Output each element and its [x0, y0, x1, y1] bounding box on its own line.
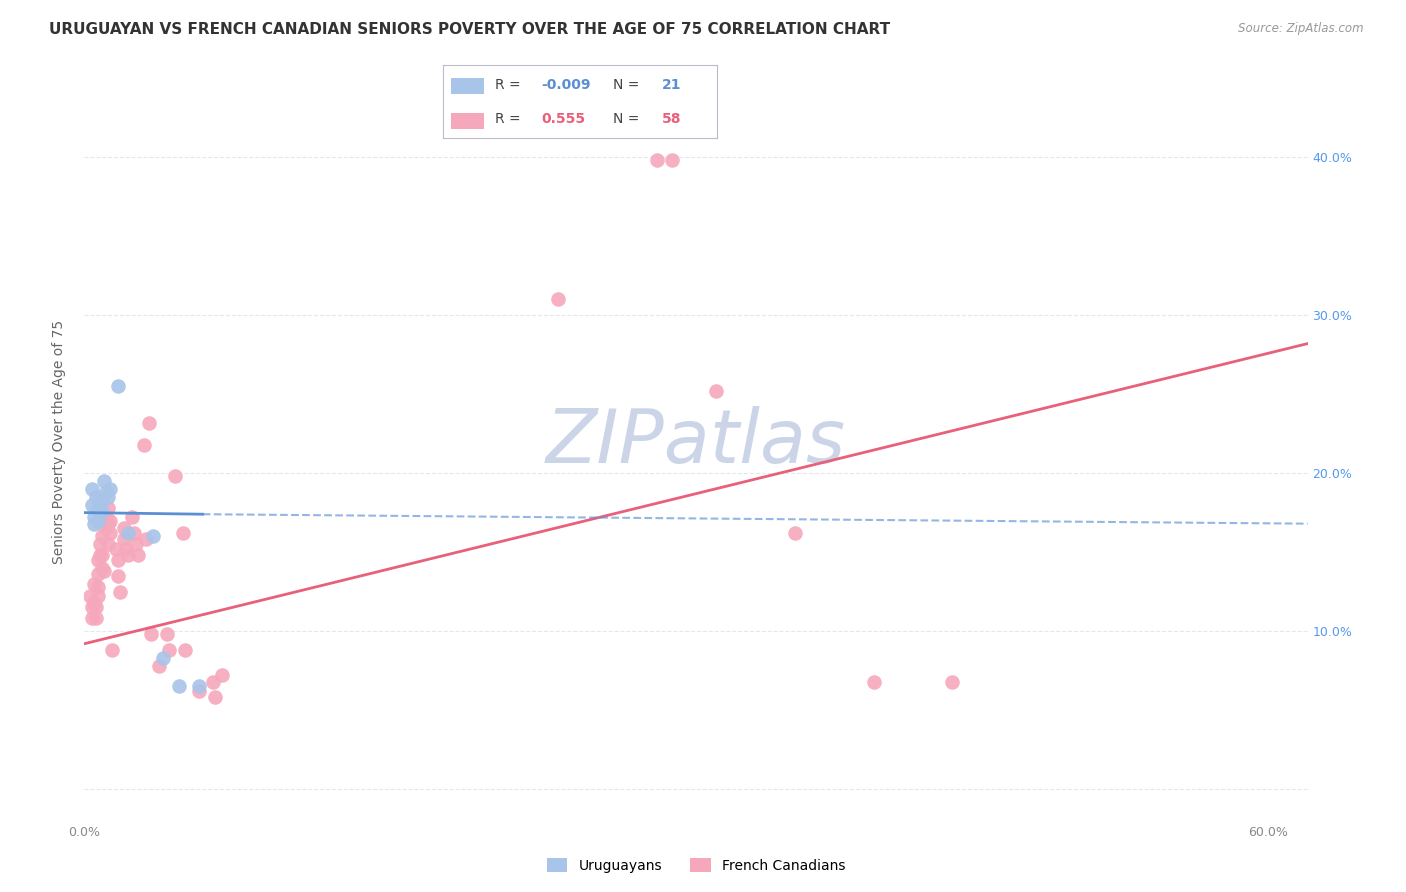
Point	[941, 674, 963, 689]
Text: 58: 58	[662, 112, 682, 126]
Point	[112, 533, 135, 547]
Point	[84, 600, 107, 615]
Point	[98, 514, 121, 528]
Point	[117, 526, 139, 541]
Point	[94, 485, 117, 500]
Point	[97, 490, 120, 504]
Point	[97, 500, 120, 515]
Point	[152, 651, 174, 665]
Point	[704, 384, 727, 398]
Point	[547, 293, 569, 307]
Point	[87, 500, 110, 515]
Point	[104, 541, 127, 556]
Text: R =: R =	[495, 112, 520, 126]
Point	[157, 643, 180, 657]
Point	[167, 679, 190, 693]
Point	[89, 537, 111, 551]
Point	[107, 553, 129, 567]
Point	[91, 493, 114, 508]
Point	[127, 548, 149, 563]
Text: N =: N =	[613, 112, 640, 126]
Point	[87, 567, 110, 582]
Point	[204, 690, 226, 705]
Point	[783, 526, 806, 541]
Point	[142, 529, 165, 543]
Text: 0.555: 0.555	[541, 112, 586, 126]
Point	[135, 533, 157, 547]
Point	[645, 153, 668, 168]
Point	[172, 526, 194, 541]
Point	[165, 469, 187, 483]
Text: -0.009: -0.009	[541, 78, 591, 92]
Point	[661, 153, 683, 168]
Point	[82, 600, 104, 615]
Point	[94, 521, 117, 535]
Text: 21: 21	[662, 78, 682, 92]
Point	[148, 658, 170, 673]
Point	[91, 504, 114, 518]
Point	[124, 537, 146, 551]
Point	[201, 674, 224, 689]
Point	[107, 569, 129, 583]
Point	[107, 379, 129, 393]
Point	[122, 526, 145, 541]
Point	[156, 627, 179, 641]
Text: Source: ZipAtlas.com: Source: ZipAtlas.com	[1239, 22, 1364, 36]
Text: ZIPatlas: ZIPatlas	[546, 406, 846, 477]
Point	[98, 482, 121, 496]
Point	[93, 474, 115, 488]
Point	[82, 482, 104, 496]
Point	[87, 580, 110, 594]
Point	[112, 521, 135, 535]
Bar	[451, 78, 484, 95]
Point	[82, 611, 104, 625]
Text: R =: R =	[495, 78, 520, 92]
Point	[79, 590, 101, 604]
Point	[83, 516, 105, 531]
Point	[91, 561, 114, 575]
Point	[187, 684, 209, 698]
Text: URUGUAYAN VS FRENCH CANADIAN SENIORS POVERTY OVER THE AGE OF 75 CORRELATION CHAR: URUGUAYAN VS FRENCH CANADIAN SENIORS POV…	[49, 22, 890, 37]
Point	[174, 643, 197, 657]
Point	[83, 596, 105, 610]
Point	[87, 514, 110, 528]
Point	[82, 498, 104, 512]
Point	[101, 643, 124, 657]
Y-axis label: Seniors Poverty Over the Age of 75: Seniors Poverty Over the Age of 75	[52, 319, 66, 564]
Point	[141, 627, 163, 641]
Text: N =: N =	[613, 78, 640, 92]
Point	[132, 438, 155, 452]
Point	[91, 529, 114, 543]
Point	[98, 526, 121, 541]
Point	[93, 564, 115, 578]
Point	[862, 674, 884, 689]
Point	[211, 668, 233, 682]
Bar	[451, 113, 484, 129]
Point	[94, 510, 117, 524]
Point	[84, 490, 107, 504]
Point	[97, 516, 120, 531]
Point	[89, 548, 111, 563]
Point	[108, 584, 131, 599]
Point	[138, 416, 160, 430]
Point	[87, 590, 110, 604]
Point	[91, 548, 114, 563]
Point	[121, 510, 143, 524]
Point	[97, 537, 120, 551]
Point	[117, 548, 139, 563]
Legend: Uruguayans, French Canadians: Uruguayans, French Canadians	[541, 852, 851, 878]
Point	[89, 506, 111, 520]
Point	[87, 553, 110, 567]
Point	[114, 541, 136, 556]
Point	[187, 679, 209, 693]
Point	[83, 510, 105, 524]
Point	[84, 611, 107, 625]
Point	[83, 576, 105, 591]
Point	[89, 494, 111, 508]
